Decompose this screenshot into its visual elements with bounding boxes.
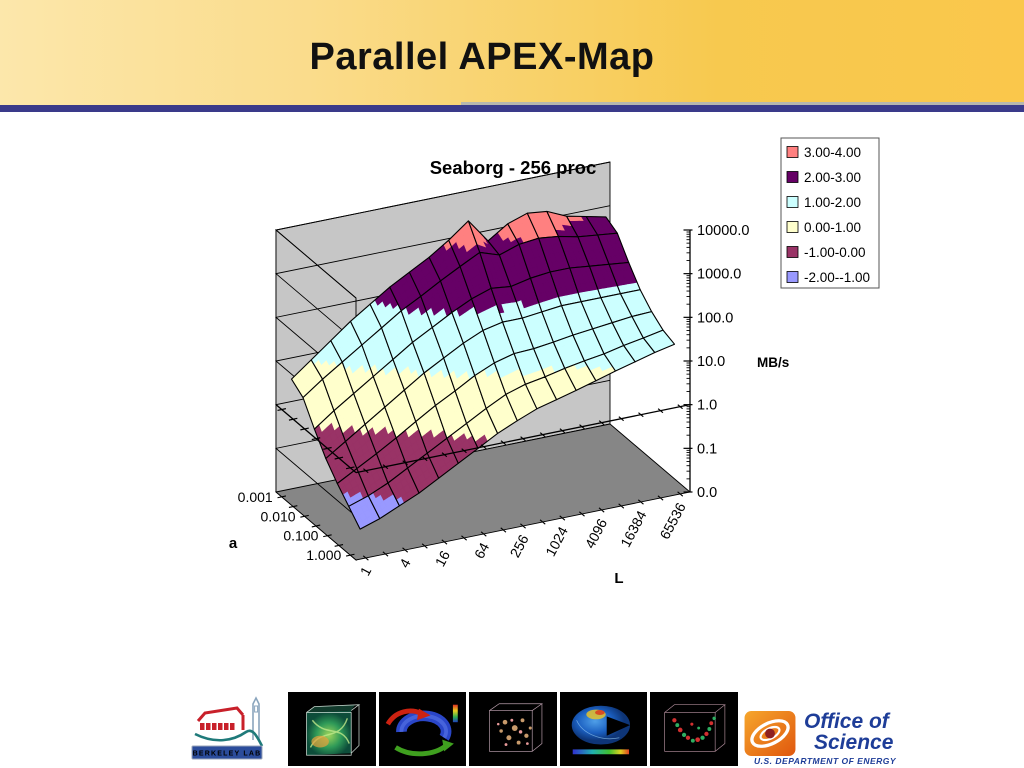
viz-thumbnail-particles xyxy=(469,692,557,766)
slide-header: Parallel APEX-Map xyxy=(0,0,1024,105)
chart-legend: 3.00-4.00 2.00-3.00 1.00-2.00 0.00-1.00 -1.0… xyxy=(780,137,880,289)
office-of-science-logo: Office of Science U.S. DEPARTMENT OF ENE… xyxy=(742,710,1002,768)
viz-thumbnail-cube xyxy=(288,692,376,766)
slide-title: Parallel APEX-Map xyxy=(309,36,655,78)
x-tick-label: 256 xyxy=(507,532,532,560)
header-rule-shadow xyxy=(460,102,1024,105)
z-tick-label: 0.1 xyxy=(697,441,717,457)
office-line1: Office of xyxy=(804,710,889,733)
z-tick-label: 0.0 xyxy=(697,485,717,501)
legend-swatch xyxy=(786,246,799,258)
z-tick-label: 100.0 xyxy=(697,310,733,326)
chart-title: Seaborg - 256 proc xyxy=(430,157,597,178)
z-tick-label: 1.0 xyxy=(697,398,717,414)
office-of-science-text: Office of Science xyxy=(804,711,893,753)
z-axis-title: MB/s xyxy=(757,355,789,370)
campanile-icon xyxy=(252,696,260,740)
viz-thumbnail-torus-arrows xyxy=(378,692,467,766)
x-tick-label: 4 xyxy=(396,556,414,571)
footer: BERKELEY LAB xyxy=(0,690,1024,768)
office-line2: Science xyxy=(814,731,894,754)
doe-emblem-icon xyxy=(744,710,796,757)
legend-swatch xyxy=(786,221,799,233)
swoosh-icon xyxy=(194,729,264,747)
x-tick-label: 16 xyxy=(432,548,454,569)
legend-label: -1.00-0.00 xyxy=(804,245,866,260)
x-tick-label: 16384 xyxy=(617,508,650,550)
berkeley-lab-logo: BERKELEY LAB xyxy=(190,694,290,766)
y-axis-title: a xyxy=(229,535,238,552)
viz-thumbnail-plasma xyxy=(559,692,648,766)
legend-label: 3.00-4.00 xyxy=(804,145,861,160)
legend-label: 0.00-1.00 xyxy=(804,220,861,235)
legend-swatch xyxy=(786,196,799,208)
chart-axes xyxy=(275,229,693,561)
building-columns-icon xyxy=(200,723,235,730)
header-rule xyxy=(0,105,1024,112)
filmstrip xyxy=(288,692,738,766)
legend-swatch xyxy=(786,171,799,183)
x-tick-label: 64 xyxy=(471,540,493,561)
x-tick-label: 65536 xyxy=(656,500,689,542)
legend-label: 1.00-2.00 xyxy=(804,195,861,210)
legend-swatch xyxy=(786,146,799,158)
x-tick-label: 1 xyxy=(357,564,375,579)
y-tick-label: 1.000 xyxy=(306,547,341,563)
building-roof-icon xyxy=(196,706,245,730)
y-tick-label: 0.100 xyxy=(283,528,318,544)
x-axis-title: L xyxy=(614,570,623,587)
berkeley-lab-logo-graphic: BERKELEY LAB xyxy=(191,696,264,760)
berkeley-lab-label: BERKELEY LAB xyxy=(193,751,262,758)
chart-surface xyxy=(290,210,676,530)
z-tick-label: 10.0 xyxy=(697,354,725,370)
legend-swatch xyxy=(786,271,799,283)
viz-thumbnail-molecule xyxy=(650,692,738,766)
legend-label: 2.00-3.00 xyxy=(804,170,861,185)
chart-titles: La MB/s Seaborg - 256 proc xyxy=(229,157,789,587)
legend-label: -2.00--1.00 xyxy=(804,270,870,285)
z-tick-label: 1000.0 xyxy=(697,267,741,283)
doe-department-text: U.S. DEPARTMENT OF ENERGY xyxy=(754,756,897,766)
x-tick-label: 1024 xyxy=(542,524,571,559)
z-tick-label: 10000.0 xyxy=(697,223,749,239)
y-tick-label: 0.010 xyxy=(261,508,296,524)
x-tick-label: 4096 xyxy=(581,516,610,551)
y-tick-label: 0.001 xyxy=(238,489,273,505)
